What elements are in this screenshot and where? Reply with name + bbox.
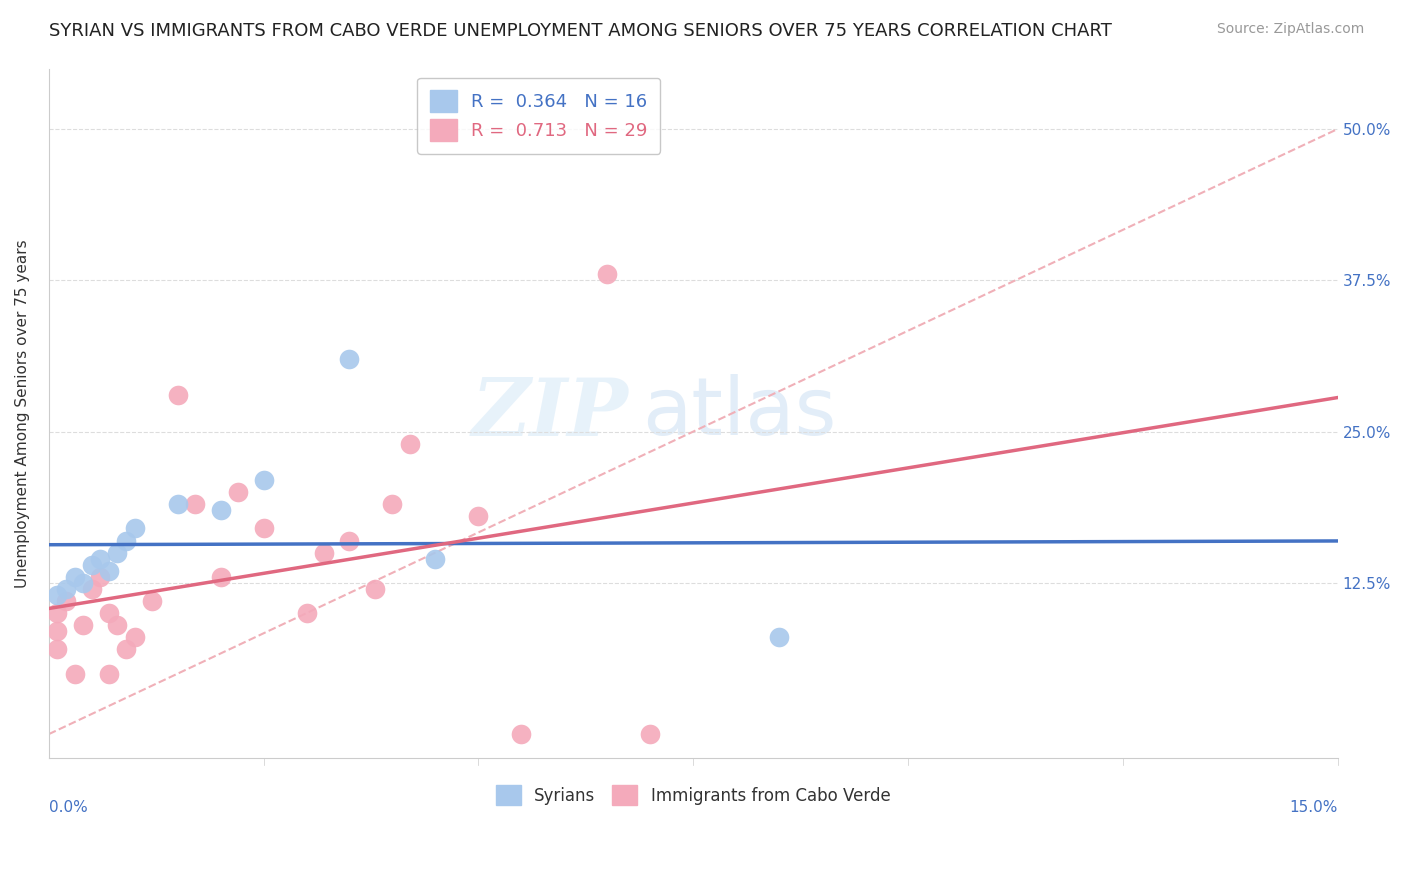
Point (364, 582, 387, 596)
Point (510, 727, 533, 741)
Point (124, 521, 146, 535)
Point (97, 666, 120, 681)
Point (46, 642, 69, 657)
Point (295, 606, 318, 620)
Text: ZIP: ZIP (472, 375, 628, 452)
Point (107, 618, 129, 632)
Point (226, 485, 249, 500)
Point (46, 624, 69, 639)
Point (124, 630, 146, 644)
Point (209, 503, 232, 517)
Point (72, 618, 94, 632)
Point (339, 533, 361, 548)
Legend: Syrians, Immigrants from Cabo Verde: Syrians, Immigrants from Cabo Verde (489, 779, 897, 812)
Point (209, 570, 232, 584)
Y-axis label: Unemployment Among Seniors over 75 years: Unemployment Among Seniors over 75 years (15, 239, 30, 588)
Point (46, 588, 69, 602)
Point (55, 594, 77, 608)
Point (252, 473, 274, 487)
Point (46, 606, 69, 620)
Point (72, 575, 94, 590)
Point (166, 388, 188, 402)
Point (141, 594, 163, 608)
Point (398, 436, 420, 450)
Point (252, 521, 274, 535)
Point (467, 509, 489, 524)
Point (115, 642, 138, 657)
Point (339, 351, 361, 366)
Point (184, 497, 207, 511)
Point (638, 727, 661, 741)
Point (768, 630, 790, 644)
Text: Source: ZipAtlas.com: Source: ZipAtlas.com (1216, 22, 1364, 37)
Point (80, 582, 103, 596)
Point (89, 551, 111, 566)
Text: SYRIAN VS IMMIGRANTS FROM CABO VERDE UNEMPLOYMENT AMONG SENIORS OVER 75 YEARS CO: SYRIAN VS IMMIGRANTS FROM CABO VERDE UNE… (49, 22, 1112, 40)
Point (97, 564, 120, 578)
Point (89, 570, 111, 584)
Point (63, 666, 86, 681)
Point (596, 267, 619, 281)
Point (107, 546, 129, 560)
Text: atlas: atlas (641, 375, 837, 452)
Point (312, 546, 335, 560)
Point (166, 497, 188, 511)
Point (115, 533, 138, 548)
Point (55, 582, 77, 596)
Text: 15.0%: 15.0% (1289, 800, 1337, 814)
Point (80, 558, 103, 572)
Text: 0.0%: 0.0% (49, 800, 87, 814)
Point (63, 570, 86, 584)
Point (381, 497, 404, 511)
Point (97, 606, 120, 620)
Point (425, 551, 447, 566)
